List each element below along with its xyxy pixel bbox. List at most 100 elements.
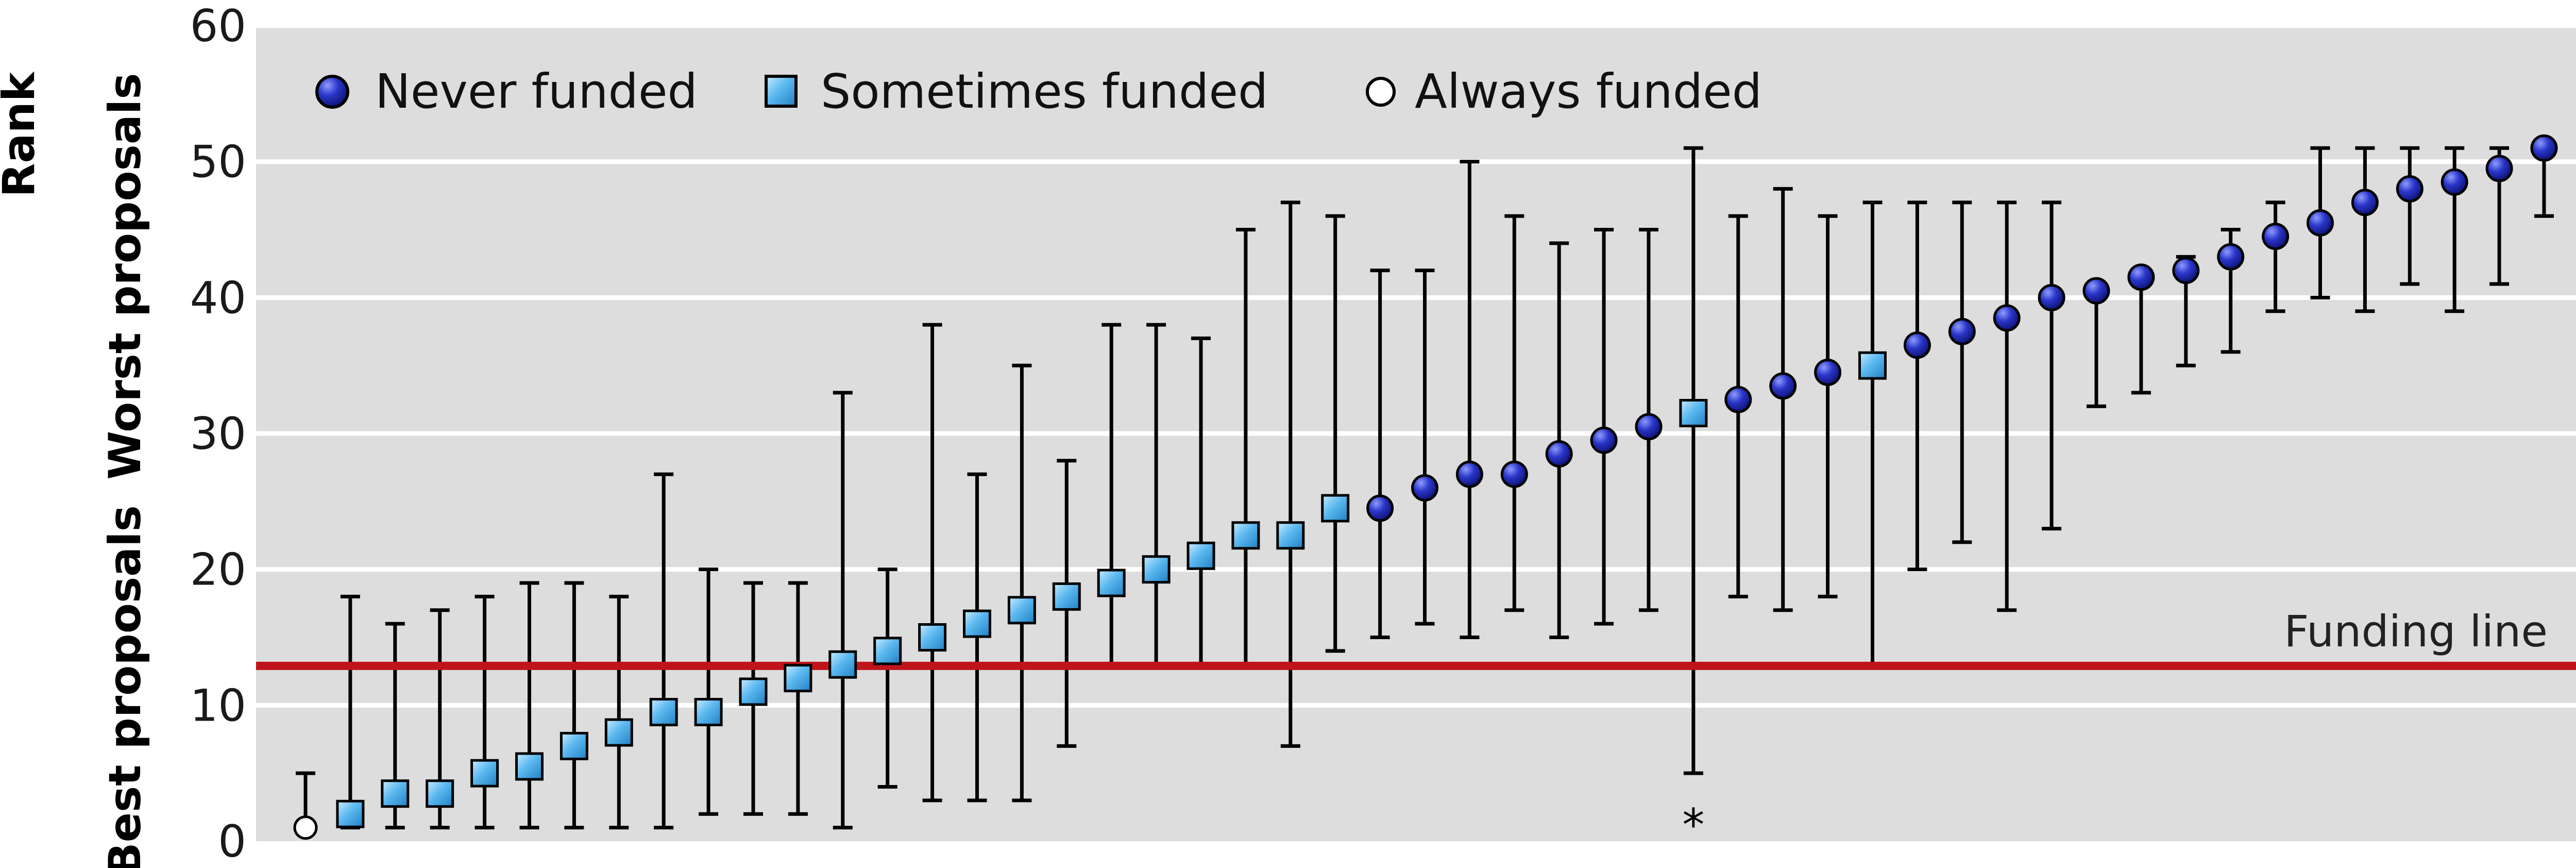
y-tick-label: 20 [190,544,246,596]
marker-sometimes-funded [1052,582,1081,611]
y-tick-label: 10 [190,680,246,731]
marker-sometimes-funded [1858,351,1887,380]
marker-sometimes-funded [1142,555,1171,584]
error-bar [1280,201,1300,748]
marker-never-funded [1366,494,1394,522]
y-tick-label: 50 [190,137,246,188]
legend: Never funded Sometimes funded Always fun… [315,64,1762,119]
funding-line-label: Funding line [2284,606,2548,657]
marker-never-funded [1500,460,1528,488]
marker-never-funded [2038,283,2065,311]
error-bar [2355,146,2375,313]
error-bar [2042,201,2062,531]
marker-sometimes-funded [1321,494,1350,523]
error-bar [1325,214,1345,653]
y-axis-label-best: Best proposals [99,505,151,868]
marker-never-funded [1993,304,2021,332]
marker-sometimes-funded [828,650,857,679]
annotation-asterisk: * [1682,799,1704,851]
error-bar [654,472,674,830]
marker-sometimes-funded [426,779,454,808]
marker-sometimes-funded [873,637,902,665]
marker-sometimes-funded [1007,596,1036,625]
marker-never-funded [2127,263,2155,291]
error-bar [2400,146,2420,286]
legend-sometimes-marker [765,75,798,108]
error-bar [474,594,495,830]
marker-never-funded [1635,413,1663,441]
marker-never-funded [1545,440,1573,468]
marker-sometimes-funded [963,609,991,638]
marker-sometimes-funded [381,779,410,808]
marker-sometimes-funded [694,698,723,727]
error-bar [877,567,897,789]
legend-never-marker [315,75,349,109]
legend-always-label: Always funded [1415,64,1762,119]
marker-never-funded [2530,134,2558,162]
error-bar [1818,214,1838,598]
marker-never-funded [1411,474,1438,502]
y-tick-label: 60 [190,1,246,52]
marker-sometimes-funded [918,623,947,652]
error-bar [1997,201,2017,612]
marker-never-funded [2082,277,2110,305]
error-bars [296,146,2554,830]
error-bar [1952,201,1972,544]
marker-sometimes-funded [1097,569,1126,597]
marker-sometimes-funded [1231,521,1260,550]
error-bar [788,581,808,816]
marker-never-funded [1590,426,1618,454]
error-bar [1460,160,1480,639]
marker-never-funded [2351,189,2379,216]
error-bar [1907,201,1927,572]
marker-sometimes-funded [336,799,365,828]
legend-sometimes-label: Sometimes funded [821,64,1268,119]
marker-never-funded [1903,331,1931,359]
marker-sometimes-funded [515,752,544,781]
marker-sometimes-funded [1276,521,1305,550]
marker-sometimes-funded [1679,398,1708,427]
error-bar [699,567,719,816]
legend-always-marker [1366,77,1396,107]
y-tick-label: 30 [190,408,246,460]
error-bar [519,581,539,830]
marker-never-funded [1948,318,1976,345]
marker-never-funded [2485,155,2513,182]
y-axis-label-rank: Rank [0,71,45,197]
marker-sometimes-funded [649,698,678,727]
error-bar [609,594,629,830]
marker-sometimes-funded [604,718,633,747]
marker-never-funded [1769,372,1797,400]
marker-sometimes-funded [560,731,588,760]
legend-never-label: Never funded [375,64,698,119]
marker-never-funded [2307,209,2334,237]
marker-never-funded [2172,257,2200,285]
marker-never-funded [2262,223,2290,251]
error-bar [1370,269,1390,639]
y-tick-label: 0 [218,816,246,867]
marker-never-funded [2441,168,2468,196]
error-bar [1504,214,1524,612]
y-axis-label-worst: Worst proposals [99,73,151,479]
error-bar [922,323,942,803]
marker-sometimes-funded [739,677,768,706]
y-tick-label: 40 [190,272,246,324]
error-bar [2265,201,2285,313]
marker-never-funded [1814,358,1842,386]
marker-sometimes-funded [470,759,499,788]
marker-never-funded [1724,386,1752,413]
marker-sometimes-funded [1187,541,1215,570]
data-markers [293,134,2558,840]
marker-always-funded [293,815,318,840]
marker-never-funded [1455,460,1483,488]
marker-never-funded [2396,175,2424,203]
grid-lines [256,23,2576,708]
error-bar [1012,363,1032,803]
error-bar [564,581,584,830]
error-bar [833,391,853,830]
marker-never-funded [2217,243,2245,271]
y-axis-ticks: 0 10 20 30 40 50 60 [190,1,246,867]
error-bar [1415,269,1435,626]
marker-sometimes-funded [784,664,812,693]
